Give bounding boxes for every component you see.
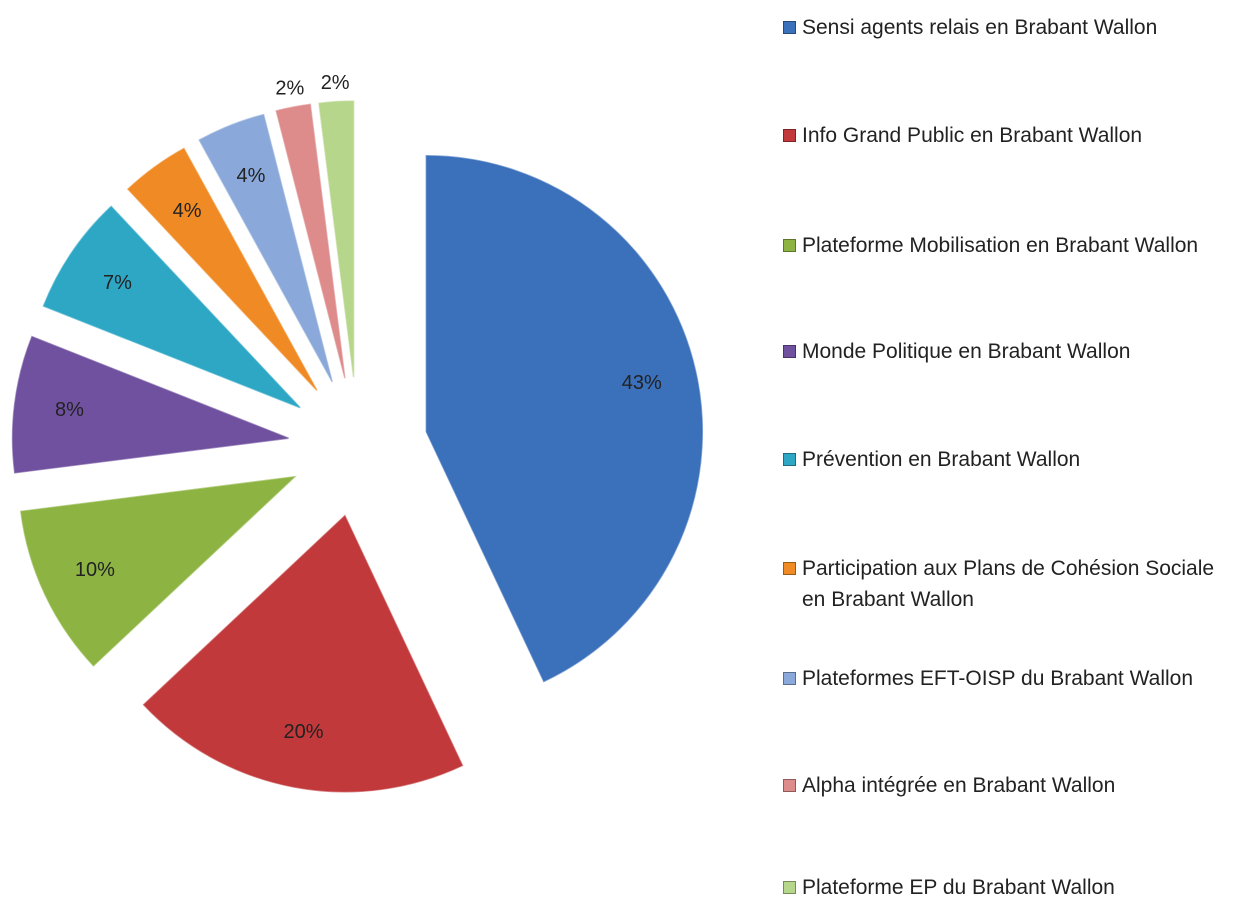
legend-label: Info Grand Public en Brabant Wallon xyxy=(802,124,1143,147)
legend-swatch xyxy=(783,129,796,142)
legend-item: Participation aux Plans de Cohésion Soci… xyxy=(783,553,1233,615)
data-label: 7% xyxy=(103,272,132,294)
pie-slice xyxy=(318,100,355,378)
legend-label: Sensi agents relais en Brabant Wallon xyxy=(802,16,1158,39)
legend-label: Monde Politique en Brabant Wallon xyxy=(802,340,1131,363)
legend-item: Sensi agents relais en Brabant Wallon xyxy=(783,12,1233,43)
legend-swatch xyxy=(783,239,796,252)
data-label: 4% xyxy=(173,200,202,222)
legend-label: Plateformes EFT-OISP du Brabant Wallon xyxy=(802,667,1194,690)
legend-swatch xyxy=(783,21,796,34)
legend-swatch xyxy=(783,881,796,894)
legend-swatch xyxy=(783,562,796,575)
pie-slice xyxy=(42,205,301,409)
pie-chart: 43% 20% 10% 8% 7% 4% 4% 2% 2% xyxy=(11,72,704,793)
pie-slice xyxy=(20,475,297,667)
pie-slice xyxy=(275,103,346,379)
legend-item: Prévention en Brabant Wallon xyxy=(783,444,1233,475)
legend-swatch xyxy=(783,779,796,792)
data-label: 8% xyxy=(55,399,84,421)
legend-swatch xyxy=(783,453,796,466)
pie-slice xyxy=(425,154,704,683)
legend-label: Alpha intégrée en Brabant Wallon xyxy=(802,774,1116,797)
data-label: 2% xyxy=(275,78,304,100)
legend-item: Alpha intégrée en Brabant Wallon xyxy=(783,770,1233,801)
legend-label: Prévention en Brabant Wallon xyxy=(802,448,1081,471)
data-label: 43% xyxy=(622,372,662,394)
legend-item: Monde Politique en Brabant Wallon xyxy=(783,336,1233,367)
pie-slice xyxy=(198,113,333,383)
data-label: 10% xyxy=(75,559,115,581)
pie-slice xyxy=(11,335,289,474)
data-label: 2% xyxy=(321,72,350,94)
legend-item: Plateforme EP du Brabant Wallon xyxy=(783,872,1233,903)
data-label: 4% xyxy=(236,165,265,187)
pie-slice xyxy=(142,514,464,793)
legend-label: Plateforme EP du Brabant Wallon xyxy=(802,876,1115,899)
legend-item: Plateformes EFT-OISP du Brabant Wallon xyxy=(783,663,1233,694)
legend-swatch xyxy=(783,672,796,685)
legend-label: Plateforme Mobilisation en Brabant Wallo… xyxy=(802,234,1199,257)
legend-item: Info Grand Public en Brabant Wallon xyxy=(783,120,1233,151)
legend-label: Participation aux Plans de Cohésion Soci… xyxy=(802,557,1215,611)
legend-swatch xyxy=(783,345,796,358)
data-label: 20% xyxy=(283,721,323,743)
pie-slice xyxy=(126,147,318,391)
legend-item: Plateforme Mobilisation en Brabant Wallo… xyxy=(783,230,1233,261)
